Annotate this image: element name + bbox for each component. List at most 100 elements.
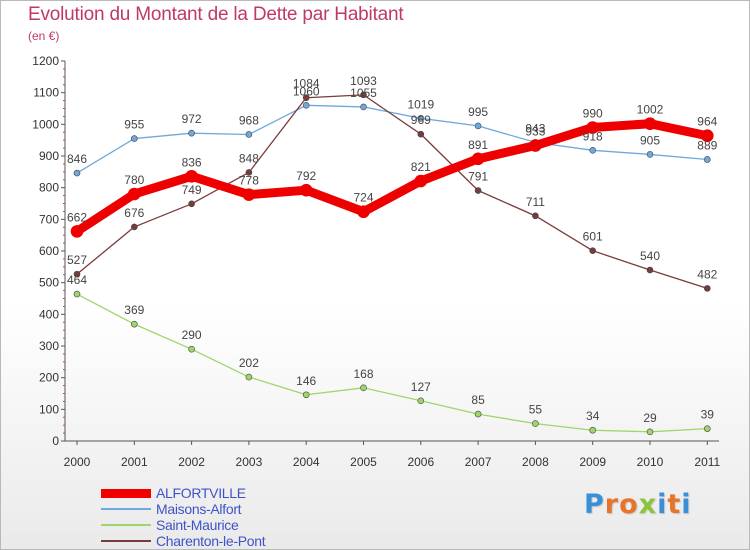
y-tick-label: 600 xyxy=(39,244,59,258)
data-point-saint-maurice xyxy=(646,428,654,436)
data-label-maisons-alfort: 905 xyxy=(640,133,660,147)
data-point-alfortville xyxy=(414,174,428,188)
data-label-maisons-alfort: 1055 xyxy=(350,86,377,100)
series-line-maisons-alfort xyxy=(76,104,708,174)
data-point-saint-maurice xyxy=(589,426,597,434)
y-tick-label: 300 xyxy=(39,339,59,353)
data-point-alfortville xyxy=(586,121,600,134)
x-tick-label: 2003 xyxy=(236,455,263,469)
series-line-alfortville xyxy=(72,119,712,236)
data-label-charenton-le-pont: 749 xyxy=(182,183,202,197)
data-label-saint-maurice: 29 xyxy=(643,411,657,425)
data-point-maisons-alfort xyxy=(245,131,253,138)
legend-label: Saint-Maurice xyxy=(156,517,239,533)
series-line-saint-maurice xyxy=(76,293,708,433)
data-label-maisons-alfort: 972 xyxy=(182,112,202,126)
data-label-saint-maurice: 39 xyxy=(701,408,715,422)
data-label-alfortville: 891 xyxy=(468,138,488,152)
data-label-saint-maurice: 146 xyxy=(296,374,316,388)
data-label-saint-maurice: 34 xyxy=(586,409,600,423)
data-label-maisons-alfort: 943 xyxy=(525,121,545,135)
data-label-saint-maurice: 464 xyxy=(67,273,87,287)
data-point-charenton-le-pont xyxy=(131,223,138,231)
data-point-charenton-le-pont xyxy=(245,169,253,176)
x-tick-label: 2002 xyxy=(178,455,205,469)
legend-swatch xyxy=(101,524,151,526)
y-tick-label: 1100 xyxy=(33,86,59,100)
data-label-charenton-le-pont: 482 xyxy=(697,267,717,281)
data-label-alfortville: 1002 xyxy=(637,103,664,117)
data-label-saint-maurice: 55 xyxy=(529,403,543,417)
data-point-maisons-alfort xyxy=(589,147,597,154)
data-label-alfortville: 662 xyxy=(67,210,87,224)
y-tick-label: 400 xyxy=(39,307,59,321)
data-point-charenton-le-pont xyxy=(302,94,310,102)
data-point-maisons-alfort xyxy=(131,135,138,142)
data-label-maisons-alfort: 889 xyxy=(697,138,717,152)
logo-letter: o xyxy=(619,489,639,520)
data-label-maisons-alfort: 955 xyxy=(124,118,144,132)
x-tick-label: 2010 xyxy=(637,455,664,469)
data-point-saint-maurice xyxy=(474,410,482,418)
data-label-maisons-alfort: 1060 xyxy=(293,84,320,98)
data-label-charenton-le-pont: 527 xyxy=(67,253,87,267)
x-tick-label: 2006 xyxy=(407,455,434,469)
data-label-alfortville: 990 xyxy=(583,107,603,121)
data-point-maisons-alfort xyxy=(73,169,81,177)
data-point-maisons-alfort xyxy=(703,156,711,163)
legend-label: ALFORTVILLE xyxy=(156,485,246,501)
data-point-alfortville xyxy=(471,152,485,166)
data-point-saint-maurice xyxy=(532,420,539,427)
legend-label: Charenton-le-Pont xyxy=(156,533,266,549)
data-point-alfortville xyxy=(70,225,84,238)
data-label-maisons-alfort: 995 xyxy=(468,105,488,119)
data-label-charenton-le-pont: 1084 xyxy=(293,77,320,91)
data-point-charenton-le-pont xyxy=(188,200,195,208)
data-point-alfortville xyxy=(357,205,370,219)
data-label-charenton-le-pont: 848 xyxy=(239,151,259,165)
data-point-saint-maurice xyxy=(703,425,711,432)
data-point-alfortville xyxy=(185,169,198,183)
data-label-maisons-alfort: 1019 xyxy=(407,97,434,111)
y-tick-label: 900 xyxy=(39,149,59,163)
y-tick-label: 500 xyxy=(39,276,59,290)
data-label-saint-maurice: 202 xyxy=(239,356,259,370)
x-tick-label: 2005 xyxy=(350,455,377,469)
data-point-charenton-le-pont xyxy=(73,270,81,278)
data-label-alfortville: 964 xyxy=(697,115,717,129)
data-label-maisons-alfort: 968 xyxy=(239,113,259,127)
data-label-saint-maurice: 168 xyxy=(353,367,373,381)
data-point-maisons-alfort xyxy=(360,103,367,111)
x-tick-label: 2009 xyxy=(579,455,606,469)
data-point-alfortville xyxy=(700,129,714,143)
logo-letter: x xyxy=(638,489,658,520)
data-point-saint-maurice xyxy=(302,391,310,399)
proxiti-logo: Proxiti xyxy=(584,489,692,520)
data-point-maisons-alfort xyxy=(474,122,482,130)
data-point-charenton-le-pont xyxy=(589,247,597,254)
data-point-saint-maurice xyxy=(73,290,81,298)
data-label-saint-maurice: 127 xyxy=(411,380,431,394)
x-tick-label: 2000 xyxy=(64,455,91,469)
y-tick-label: 1200 xyxy=(32,54,59,68)
data-label-alfortville: 836 xyxy=(182,155,202,169)
data-label-charenton-le-pont: 1093 xyxy=(350,74,377,88)
logo-letter: t xyxy=(667,489,682,520)
data-point-alfortville xyxy=(242,188,256,201)
data-point-charenton-le-pont xyxy=(417,130,425,138)
data-label-charenton-le-pont: 711 xyxy=(526,195,545,209)
legend-swatch xyxy=(101,540,151,542)
x-tick-label: 2008 xyxy=(522,455,549,469)
data-point-maisons-alfort xyxy=(417,115,425,122)
data-point-maisons-alfort xyxy=(646,151,654,158)
data-point-alfortville xyxy=(128,187,141,201)
series-line-charenton-le-pont xyxy=(76,94,708,290)
data-label-charenton-le-pont: 676 xyxy=(124,206,144,220)
legend-swatch xyxy=(101,488,151,498)
legend-label: Maisons-Alfort xyxy=(156,501,242,517)
y-tick-label: 700 xyxy=(39,212,59,226)
data-point-charenton-le-pont xyxy=(532,212,539,220)
x-tick-label: 2007 xyxy=(465,455,492,469)
legend-swatch xyxy=(101,508,151,510)
